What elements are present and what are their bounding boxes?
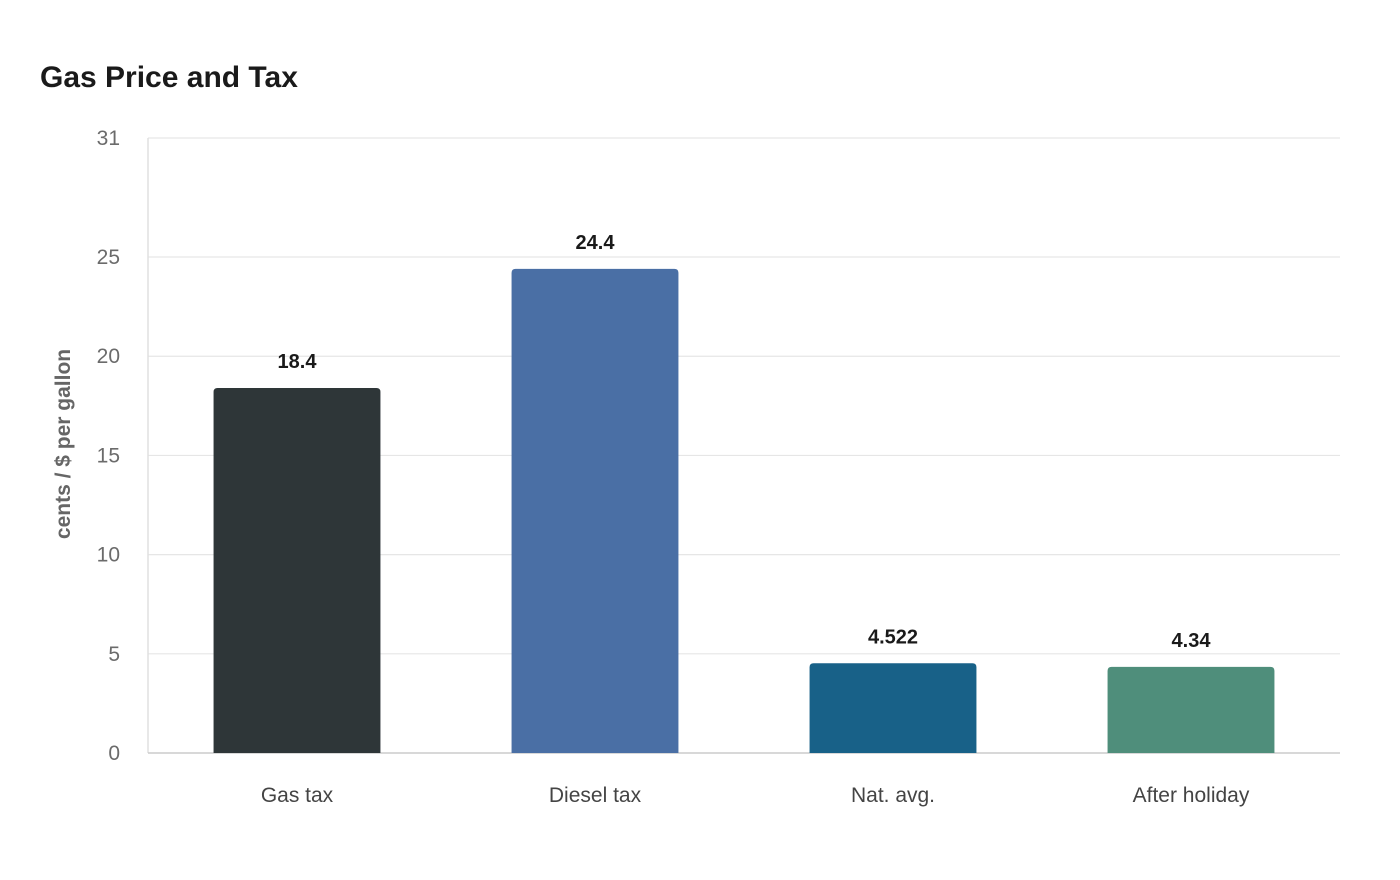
bar-nat-avg bbox=[809, 663, 977, 753]
value-label: 4.34 bbox=[1172, 630, 1212, 652]
value-label: 4.522 bbox=[868, 626, 918, 648]
y-tick-labels: 0 5 10 15 20 25 31 bbox=[97, 127, 120, 765]
bar-diesel-tax bbox=[511, 268, 679, 753]
y-tick-label: 20 bbox=[97, 345, 120, 368]
y-tick-label: 5 bbox=[108, 643, 120, 666]
bars bbox=[213, 268, 1275, 753]
x-category-label: Nat. avg. bbox=[851, 784, 935, 807]
x-category-label: After holiday bbox=[1133, 784, 1250, 807]
x-category-label: Diesel tax bbox=[549, 784, 642, 807]
y-tick-label: 15 bbox=[97, 444, 120, 467]
value-label: 24.4 bbox=[576, 232, 616, 254]
y-tick-label: 0 bbox=[108, 742, 120, 765]
value-labels: 18.4 24.4 4.522 4.34 bbox=[278, 232, 1212, 652]
y-axis-title: cents / $ per gallon bbox=[52, 349, 75, 539]
bar-after-holiday bbox=[1107, 666, 1275, 753]
y-tick-label: 25 bbox=[97, 246, 120, 269]
chart-title: Gas Price and Tax bbox=[40, 61, 298, 94]
y-tick-label: 31 bbox=[97, 127, 120, 150]
x-category-label: Gas tax bbox=[261, 784, 334, 807]
y-tick-label: 10 bbox=[97, 544, 120, 567]
category-labels: Gas tax Diesel tax Nat. avg. After holiday bbox=[261, 784, 1250, 807]
value-label: 18.4 bbox=[278, 351, 318, 373]
bar-gas-tax bbox=[213, 387, 381, 753]
